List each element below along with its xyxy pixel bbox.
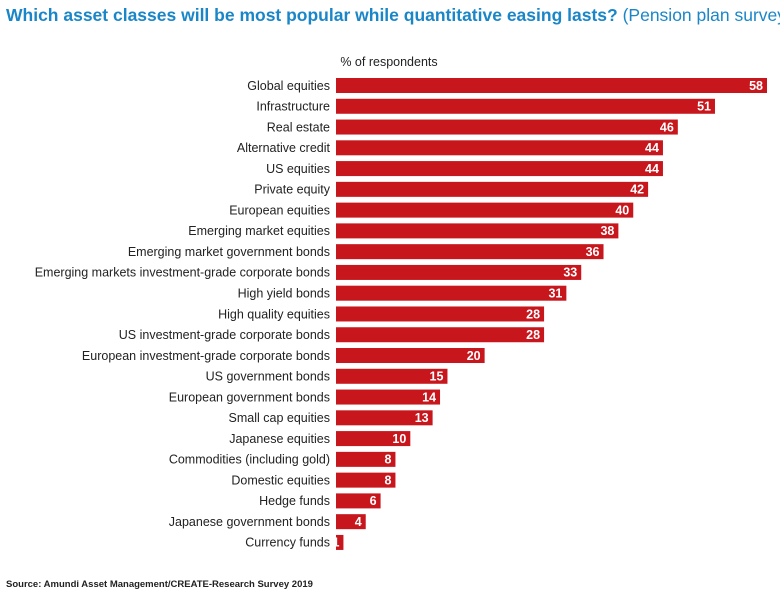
bar [336, 431, 411, 447]
category-label: Japanese government bonds [169, 515, 330, 529]
bar [336, 493, 381, 509]
category-label: US government bonds [206, 370, 330, 384]
category-label: Real estate [267, 120, 330, 134]
category-label: European government bonds [169, 390, 330, 404]
bar-value-label: 4 [355, 515, 362, 529]
bar-value-label: 15 [430, 370, 444, 384]
bar [336, 306, 545, 322]
category-label: Infrastructure [256, 100, 330, 114]
bar [336, 202, 634, 218]
chart-title: Which asset classes will be most popular… [6, 5, 780, 26]
category-label: High yield bonds [238, 287, 330, 301]
category-label: Small cap equities [229, 411, 330, 425]
bar [336, 348, 485, 364]
bar-value-label: 20 [467, 349, 481, 363]
bar [336, 181, 649, 197]
bar-value-label: 44 [645, 162, 659, 176]
category-label: US investment-grade corporate bonds [119, 328, 330, 342]
bar-value-label: 44 [645, 141, 659, 155]
bar-value-label: 1 [332, 536, 339, 550]
category-label: Emerging market government bonds [128, 245, 330, 259]
bar [336, 223, 619, 239]
category-label: Emerging market equities [188, 224, 330, 238]
category-label: European investment-grade corporate bond… [82, 349, 330, 363]
bar [336, 514, 366, 530]
bar-value-label: 33 [563, 266, 577, 280]
bar [336, 451, 396, 467]
bar [336, 244, 604, 260]
bar [336, 140, 663, 156]
bar-value-label: 31 [548, 287, 562, 301]
bars-group: Global equities 58 Infrastructure 51 Real es… [35, 78, 767, 550]
bar-value-label: 8 [384, 453, 391, 467]
category-label: Hedge funds [259, 494, 330, 508]
category-label: Domestic equities [231, 473, 330, 487]
bar-value-label: 40 [615, 203, 629, 217]
bar-value-label: 8 [384, 473, 391, 487]
category-label: Commodities (including gold) [169, 453, 330, 467]
bar [336, 410, 433, 426]
bar [336, 119, 678, 135]
category-label: Alternative credit [237, 141, 331, 155]
category-label: Global equities [247, 79, 330, 93]
bar-value-label: 51 [697, 100, 711, 114]
category-label: Japanese equities [229, 432, 330, 446]
bar [336, 285, 567, 301]
source-note: Source: Amundi Asset Management/CREATE-R… [6, 579, 313, 590]
bar-value-label: 36 [586, 245, 600, 259]
x-axis-label: % of respondents [340, 55, 437, 69]
bar [336, 264, 582, 280]
bar-value-label: 46 [660, 120, 674, 134]
category-label: European equities [229, 203, 330, 217]
bar [336, 327, 545, 343]
chart-title-main: Which asset classes will be most popular… [6, 5, 618, 25]
bar [336, 472, 396, 488]
bar [336, 98, 715, 114]
bar [336, 389, 441, 405]
category-label: US equities [266, 162, 330, 176]
bar-value-label: 28 [526, 307, 540, 321]
category-label: Currency funds [245, 536, 330, 550]
bar-value-label: 10 [392, 432, 406, 446]
bar [336, 534, 344, 550]
category-label: Emerging markets investment-grade corpor… [35, 266, 330, 280]
bar [336, 78, 767, 93]
bar-value-label: 58 [749, 79, 763, 93]
bar [336, 368, 448, 384]
bar [336, 161, 663, 177]
chart-subtitle: (Pension plan survey) [622, 5, 780, 25]
bar-value-label: 6 [370, 494, 377, 508]
bar-value-label: 28 [526, 328, 540, 342]
category-label: Private equity [254, 183, 330, 197]
bar-value-label: 13 [415, 411, 429, 425]
bar-value-label: 42 [630, 183, 644, 197]
category-label: High quality equities [218, 307, 330, 321]
bar-value-label: 38 [600, 224, 614, 238]
bar-value-label: 14 [422, 390, 436, 404]
